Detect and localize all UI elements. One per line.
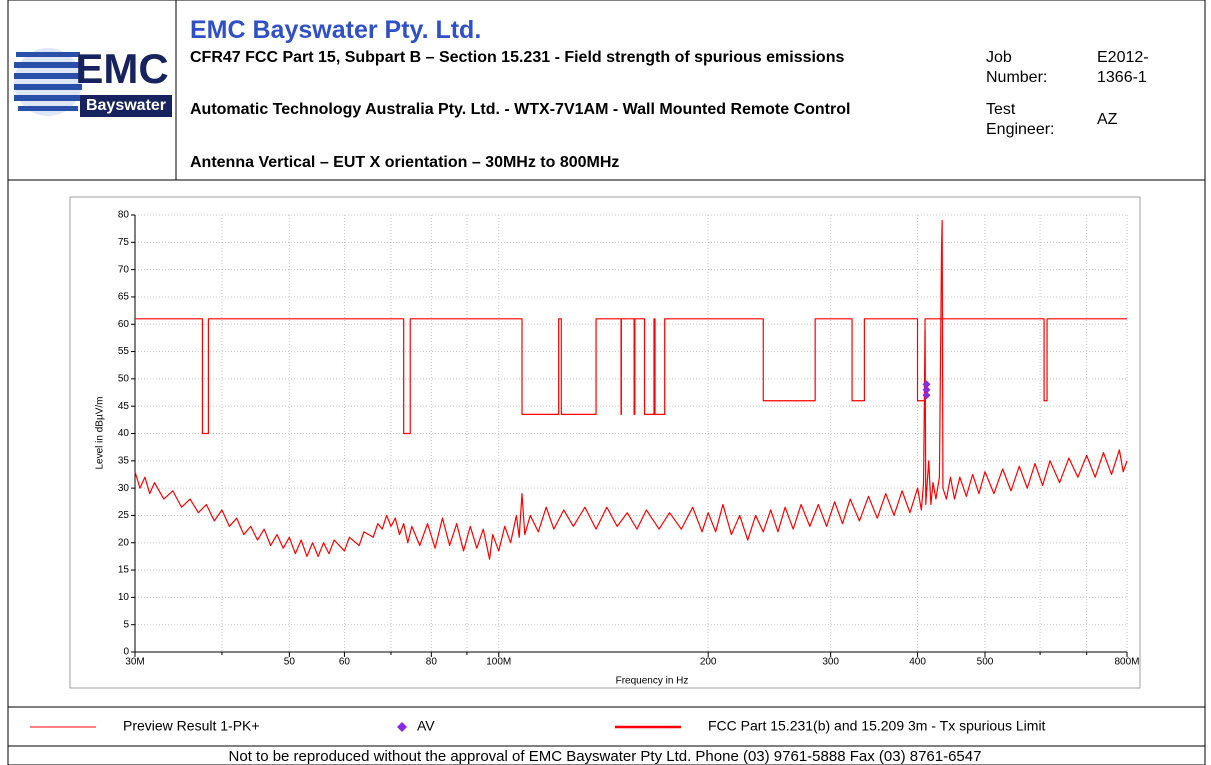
- y-tick-label: 20: [118, 537, 130, 548]
- job-number: E2012-1366-1: [1097, 49, 1149, 86]
- x-tick-label: 60: [339, 657, 351, 668]
- x-tick-label: 800M: [1114, 657, 1139, 668]
- data-point: [922, 385, 931, 394]
- chart-frame: [69, 196, 1141, 689]
- logo-stripe: [14, 73, 82, 79]
- data-point: [922, 391, 931, 400]
- logo-globe: [14, 48, 82, 116]
- company-name: EMC Bayswater Pty. Ltd.: [190, 16, 482, 44]
- x-tick-label: 100M: [486, 657, 511, 668]
- logo-stripe: [14, 62, 82, 68]
- logo: EMC Bayswater: [14, 45, 172, 117]
- logo-band: [80, 95, 172, 117]
- x-tick-label: 500: [977, 657, 994, 668]
- y-tick-label: 40: [118, 428, 130, 439]
- series-line: [134, 219, 1128, 560]
- legend-label: FCC Part 15.231(b) and 15.209 3m - Tx sp…: [708, 718, 1046, 734]
- y-tick-label: 10: [118, 592, 130, 603]
- y-tick-label: 35: [118, 455, 130, 466]
- x-tick-label: 80: [426, 657, 438, 668]
- job-label: Job Number:: [986, 49, 1048, 86]
- y-tick-label: 60: [118, 319, 130, 330]
- header-line: CFR47 FCC Part 15, Subpart B – Section 1…: [190, 49, 845, 66]
- logo-main: EMC: [75, 45, 168, 92]
- y-axis-label: Level in dBµV/m: [95, 396, 106, 469]
- data-point: [922, 380, 931, 389]
- y-tick-label: 50: [118, 374, 130, 385]
- logo-stripe: [14, 84, 82, 90]
- y-tick-label: 25: [118, 510, 130, 521]
- y-tick-label: 55: [118, 346, 130, 357]
- x-tick-label: 200: [700, 657, 717, 668]
- series-line: [135, 318, 1127, 435]
- y-tick-label: 30: [118, 483, 130, 494]
- y-tick-label: 0: [123, 647, 129, 658]
- legend-symbol: [397, 722, 407, 732]
- logo-stripe: [14, 95, 82, 101]
- logo-stripe: [18, 106, 78, 111]
- y-tick-label: 75: [118, 237, 130, 248]
- legend-label: AV: [417, 718, 435, 734]
- x-axis-label: Frequency in Hz: [616, 676, 689, 687]
- header-line: Automatic Technology Australia Pty. Ltd.…: [190, 101, 851, 118]
- x-tick-label: 300: [822, 657, 839, 668]
- y-tick-label: 80: [118, 210, 130, 221]
- engineer-label: Test Engineer:: [986, 101, 1055, 138]
- y-tick-label: 70: [118, 264, 130, 275]
- x-tick-label: 30M: [125, 657, 144, 668]
- engineer: AZ: [1097, 111, 1118, 128]
- y-tick-label: 65: [118, 292, 130, 303]
- outer-border: [7, 0, 1206, 765]
- x-tick-label: 400: [909, 657, 926, 668]
- y-tick-label: 15: [118, 565, 130, 576]
- footer-text: Not to be reproduced without the approva…: [229, 748, 982, 765]
- y-tick-label: 5: [123, 619, 129, 630]
- header-line: Antenna Vertical – EUT X orientation – 3…: [190, 154, 620, 171]
- y-tick-label: 45: [118, 401, 130, 412]
- logo-stripe: [16, 52, 80, 57]
- legend-label: Preview Result 1-PK+: [123, 718, 260, 734]
- x-tick-label: 50: [284, 657, 296, 668]
- logo-sub: Bayswater: [86, 97, 166, 114]
